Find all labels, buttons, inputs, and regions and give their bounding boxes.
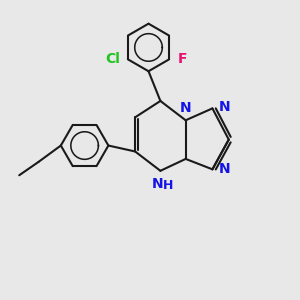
Text: H: H xyxy=(163,179,173,192)
Text: Cl: Cl xyxy=(105,52,120,66)
Text: N: N xyxy=(219,162,231,176)
Text: F: F xyxy=(178,52,187,66)
Text: N: N xyxy=(180,101,192,115)
Text: N: N xyxy=(152,177,164,191)
Text: N: N xyxy=(219,100,231,114)
